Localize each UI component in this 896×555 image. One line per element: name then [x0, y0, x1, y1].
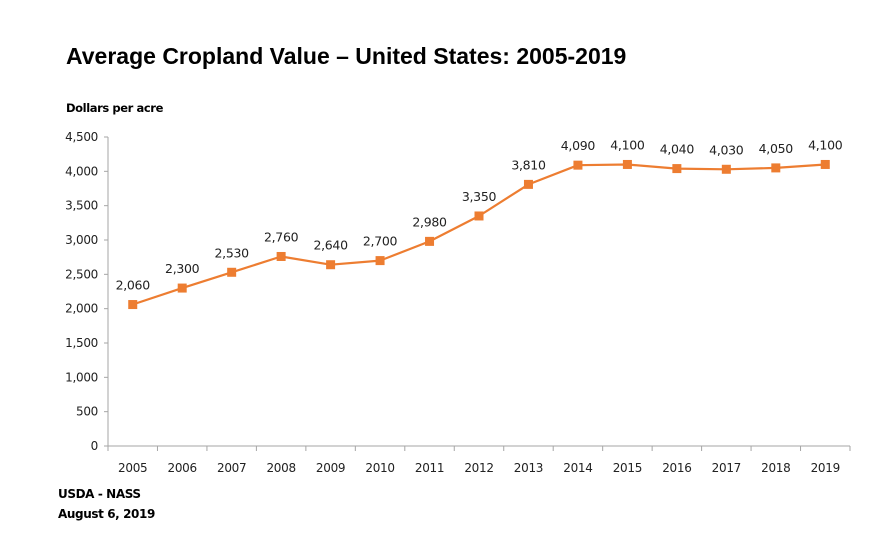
data-label: 4,100	[808, 137, 843, 152]
data-point-marker	[474, 211, 484, 221]
x-tick-label: 2010	[365, 461, 394, 475]
data-label: 4,090	[561, 138, 596, 153]
series-line	[132, 163, 826, 306]
x-tick-label: 2018	[761, 461, 790, 475]
data-point-marker	[622, 159, 632, 169]
x-tick-label: 2009	[316, 461, 345, 475]
x-ticks: 2005 2006 2007 2008 2009 2010 2011 2012 2013 2014…	[107, 446, 851, 475]
data-point-marker	[128, 300, 138, 310]
source-label: USDA - NASS	[58, 487, 141, 501]
x-tick-label: 2008	[266, 461, 295, 475]
y-tick-label: 2,500	[65, 267, 98, 281]
y-tick-label: 4,000	[65, 164, 98, 178]
date-label: August 6, 2019	[58, 507, 155, 521]
data-point-marker	[276, 251, 286, 261]
x-tick-label: 2013	[514, 461, 543, 475]
y-tick-label: 1,000	[65, 370, 98, 384]
y-tick-label: 3,500	[65, 199, 98, 213]
x-tick-label: 2017	[712, 461, 741, 475]
y-tick-label: 500	[76, 405, 98, 419]
data-label: 2,060	[116, 278, 151, 293]
data-labels: 2,060 2,300 2,530 2,760 2,640 2,700 2,980 3,350…	[116, 137, 843, 292]
y-tick-label: 1,500	[65, 336, 98, 350]
y-tick-label: 2,000	[65, 302, 98, 316]
data-point-marker	[425, 236, 435, 246]
x-tick-label: 2014	[563, 461, 592, 475]
x-tick-label: 2016	[662, 461, 691, 475]
x-tick-label: 2019	[811, 461, 840, 475]
x-tick-label: 2015	[613, 461, 642, 475]
x-tick-label: 2011	[415, 461, 444, 475]
series	[128, 159, 830, 310]
data-point-marker	[177, 283, 187, 293]
x-tick-label: 2007	[217, 461, 246, 475]
data-point-marker	[523, 179, 533, 189]
data-label: 2,980	[412, 214, 447, 229]
y-axis-label: Dollars per acre	[66, 101, 163, 115]
data-point-marker	[227, 267, 237, 277]
data-point-marker	[326, 260, 336, 270]
y-tick-label: 4,500	[65, 130, 98, 144]
y-tick-label: 3,000	[65, 233, 98, 247]
data-point-marker	[771, 163, 781, 173]
x-tick-label: 2005	[118, 461, 147, 475]
x-tick-label: 2012	[464, 461, 493, 475]
data-label: 4,030	[709, 142, 744, 157]
data-label: 2,530	[215, 245, 250, 260]
data-label: 4,040	[660, 142, 695, 157]
data-label: 4,100	[610, 137, 645, 152]
axes	[107, 137, 850, 447]
y-tick-label: 0	[91, 439, 98, 453]
data-label: 2,640	[313, 238, 348, 253]
y-ticks: 0 500 1,000 1,500 2,000 2,500 3,000 3,500 4,000 4…	[65, 130, 108, 453]
chart-title: Average Cropland Value – United States: …	[66, 43, 627, 69]
data-point-marker	[820, 159, 830, 169]
data-label: 2,760	[264, 229, 299, 244]
data-label: 3,810	[511, 157, 546, 172]
data-label: 4,050	[759, 141, 794, 156]
data-point-marker	[375, 256, 385, 266]
data-label: 3,350	[462, 189, 497, 204]
x-tick-label: 2006	[168, 461, 197, 475]
data-point-marker	[721, 164, 731, 174]
data-label: 2,300	[165, 261, 200, 276]
data-point-marker	[573, 160, 583, 170]
data-label: 2,700	[363, 234, 398, 249]
data-point-marker	[672, 164, 682, 174]
